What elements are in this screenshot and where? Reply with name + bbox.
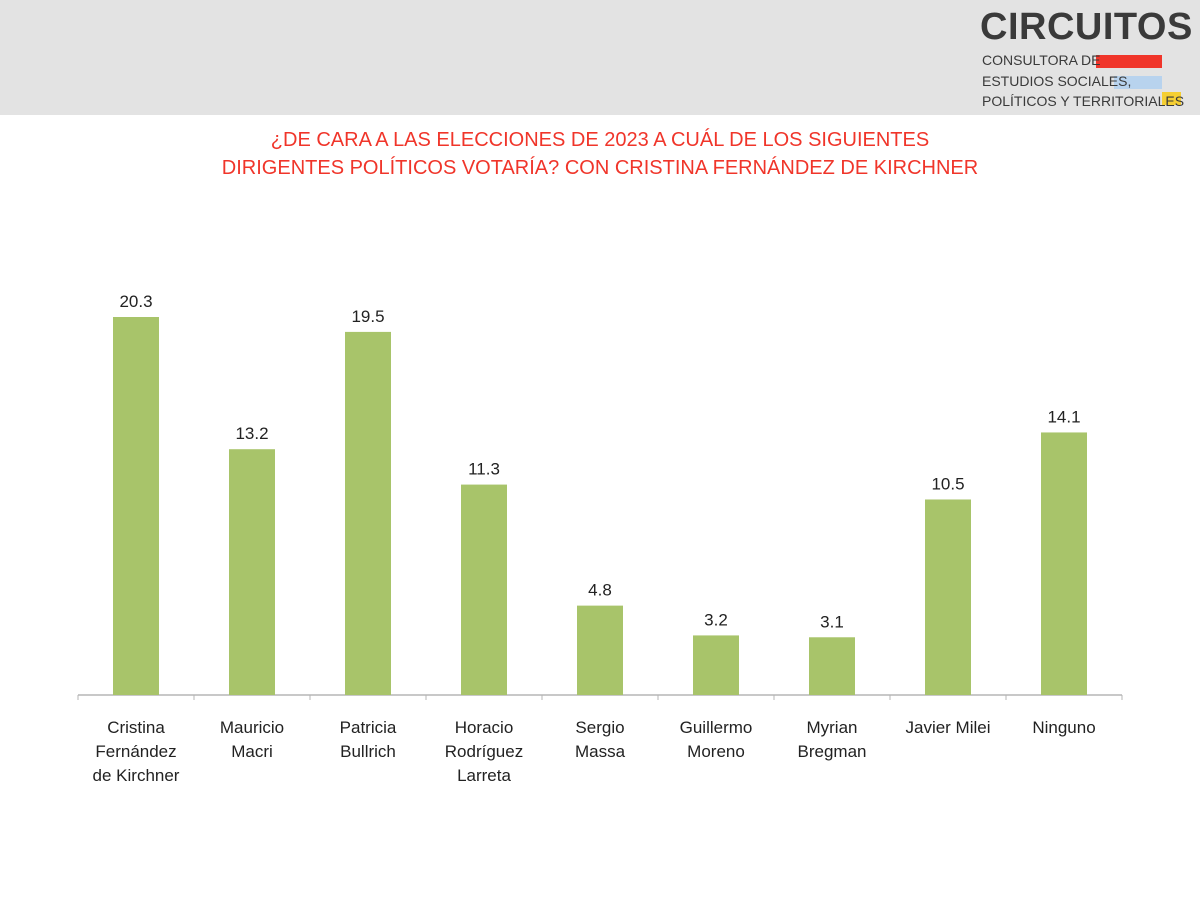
chart-title-line-1: ¿DE CARA A LAS ELECCIONES DE 2023 A CUÁL…: [270, 129, 930, 151]
logo-line-3: POLÍTICOS Y TERRITORIALES: [982, 93, 1185, 109]
bar-value-label: 10.5: [931, 474, 964, 493]
category-label: Myrian Bregman: [798, 718, 867, 761]
category-label: Patricia Bullrich: [340, 718, 397, 761]
logo-stripe-blue: [1114, 76, 1162, 89]
category-label: Mauricio Macri: [220, 718, 284, 761]
bar-value-label: 20.3: [119, 292, 152, 311]
bar-value-label: 3.2: [704, 610, 728, 629]
bar: [809, 637, 855, 695]
category-label-line: Bullrich: [340, 742, 396, 761]
bar-value-label: 11.3: [468, 460, 500, 479]
category-label-line: Patricia: [340, 718, 397, 737]
category-label-line: Javier Milei: [905, 718, 990, 737]
category-label-line: Horacio: [455, 718, 514, 737]
category-label-line: Sergio: [575, 718, 624, 737]
bar: [461, 484, 507, 695]
category-label-line: Rodríguez: [445, 742, 523, 761]
category-label-line: Bregman: [798, 742, 867, 761]
bar-value-label: 4.8: [588, 581, 612, 600]
logo-stripe-yellow: [1162, 92, 1181, 105]
bar: [229, 449, 275, 695]
header-band: [0, 0, 1200, 115]
category-label: Ninguno: [1032, 718, 1095, 737]
category-label-line: Macri: [231, 742, 273, 761]
category-label-line: Moreno: [687, 742, 745, 761]
category-label-line: Guillermo: [680, 718, 753, 737]
bar-value-label: 13.2: [235, 424, 268, 443]
logo-line-1: CONSULTORA DE: [982, 52, 1101, 68]
category-label-line: Cristina: [107, 718, 165, 737]
logo-name: CIRCUITOS: [980, 6, 1193, 48]
circuitos-logo: CIRCUITOS CONSULTORA DE ESTUDIOS SOCIALE…: [980, 6, 1192, 110]
category-label-line: de Kirchner: [93, 766, 180, 785]
category-label: Sergio Massa: [575, 718, 626, 761]
bar: [345, 331, 391, 695]
bar: [925, 499, 971, 695]
bar-value-label: 14.1: [1047, 407, 1080, 426]
category-label: Horacio Rodríguez Larreta: [445, 718, 523, 785]
logo-line-2: ESTUDIOS SOCIALES,: [982, 73, 1132, 89]
bar: [113, 317, 159, 695]
bar: [693, 635, 739, 695]
bar: [577, 605, 623, 695]
category-label-line: Larreta: [457, 766, 511, 785]
chart-title-line-2: DIRIGENTES POLÍTICOS VOTARÍA? CON CRISTI…: [221, 157, 979, 179]
chart-title: ¿DE CARA A LAS ELECCIONES DE 2023 A CUÁL…: [0, 126, 1200, 182]
category-label-line: Ninguno: [1032, 718, 1095, 737]
bar-value-label: 19.5: [351, 307, 384, 326]
bar-value-label: 3.1: [820, 612, 844, 631]
bar: [1041, 432, 1087, 695]
logo-stripe-red: [1096, 55, 1162, 68]
category-label-line: Massa: [575, 742, 626, 761]
category-label-line: Myrian: [806, 718, 857, 737]
category-label-line: Mauricio: [220, 718, 284, 737]
category-label: Javier Milei: [905, 718, 990, 737]
category-label: Cristina Fernández de Kirchner: [93, 718, 180, 785]
category-label-line: Fernández: [95, 742, 176, 761]
category-label: Guillermo Moreno: [680, 718, 753, 761]
